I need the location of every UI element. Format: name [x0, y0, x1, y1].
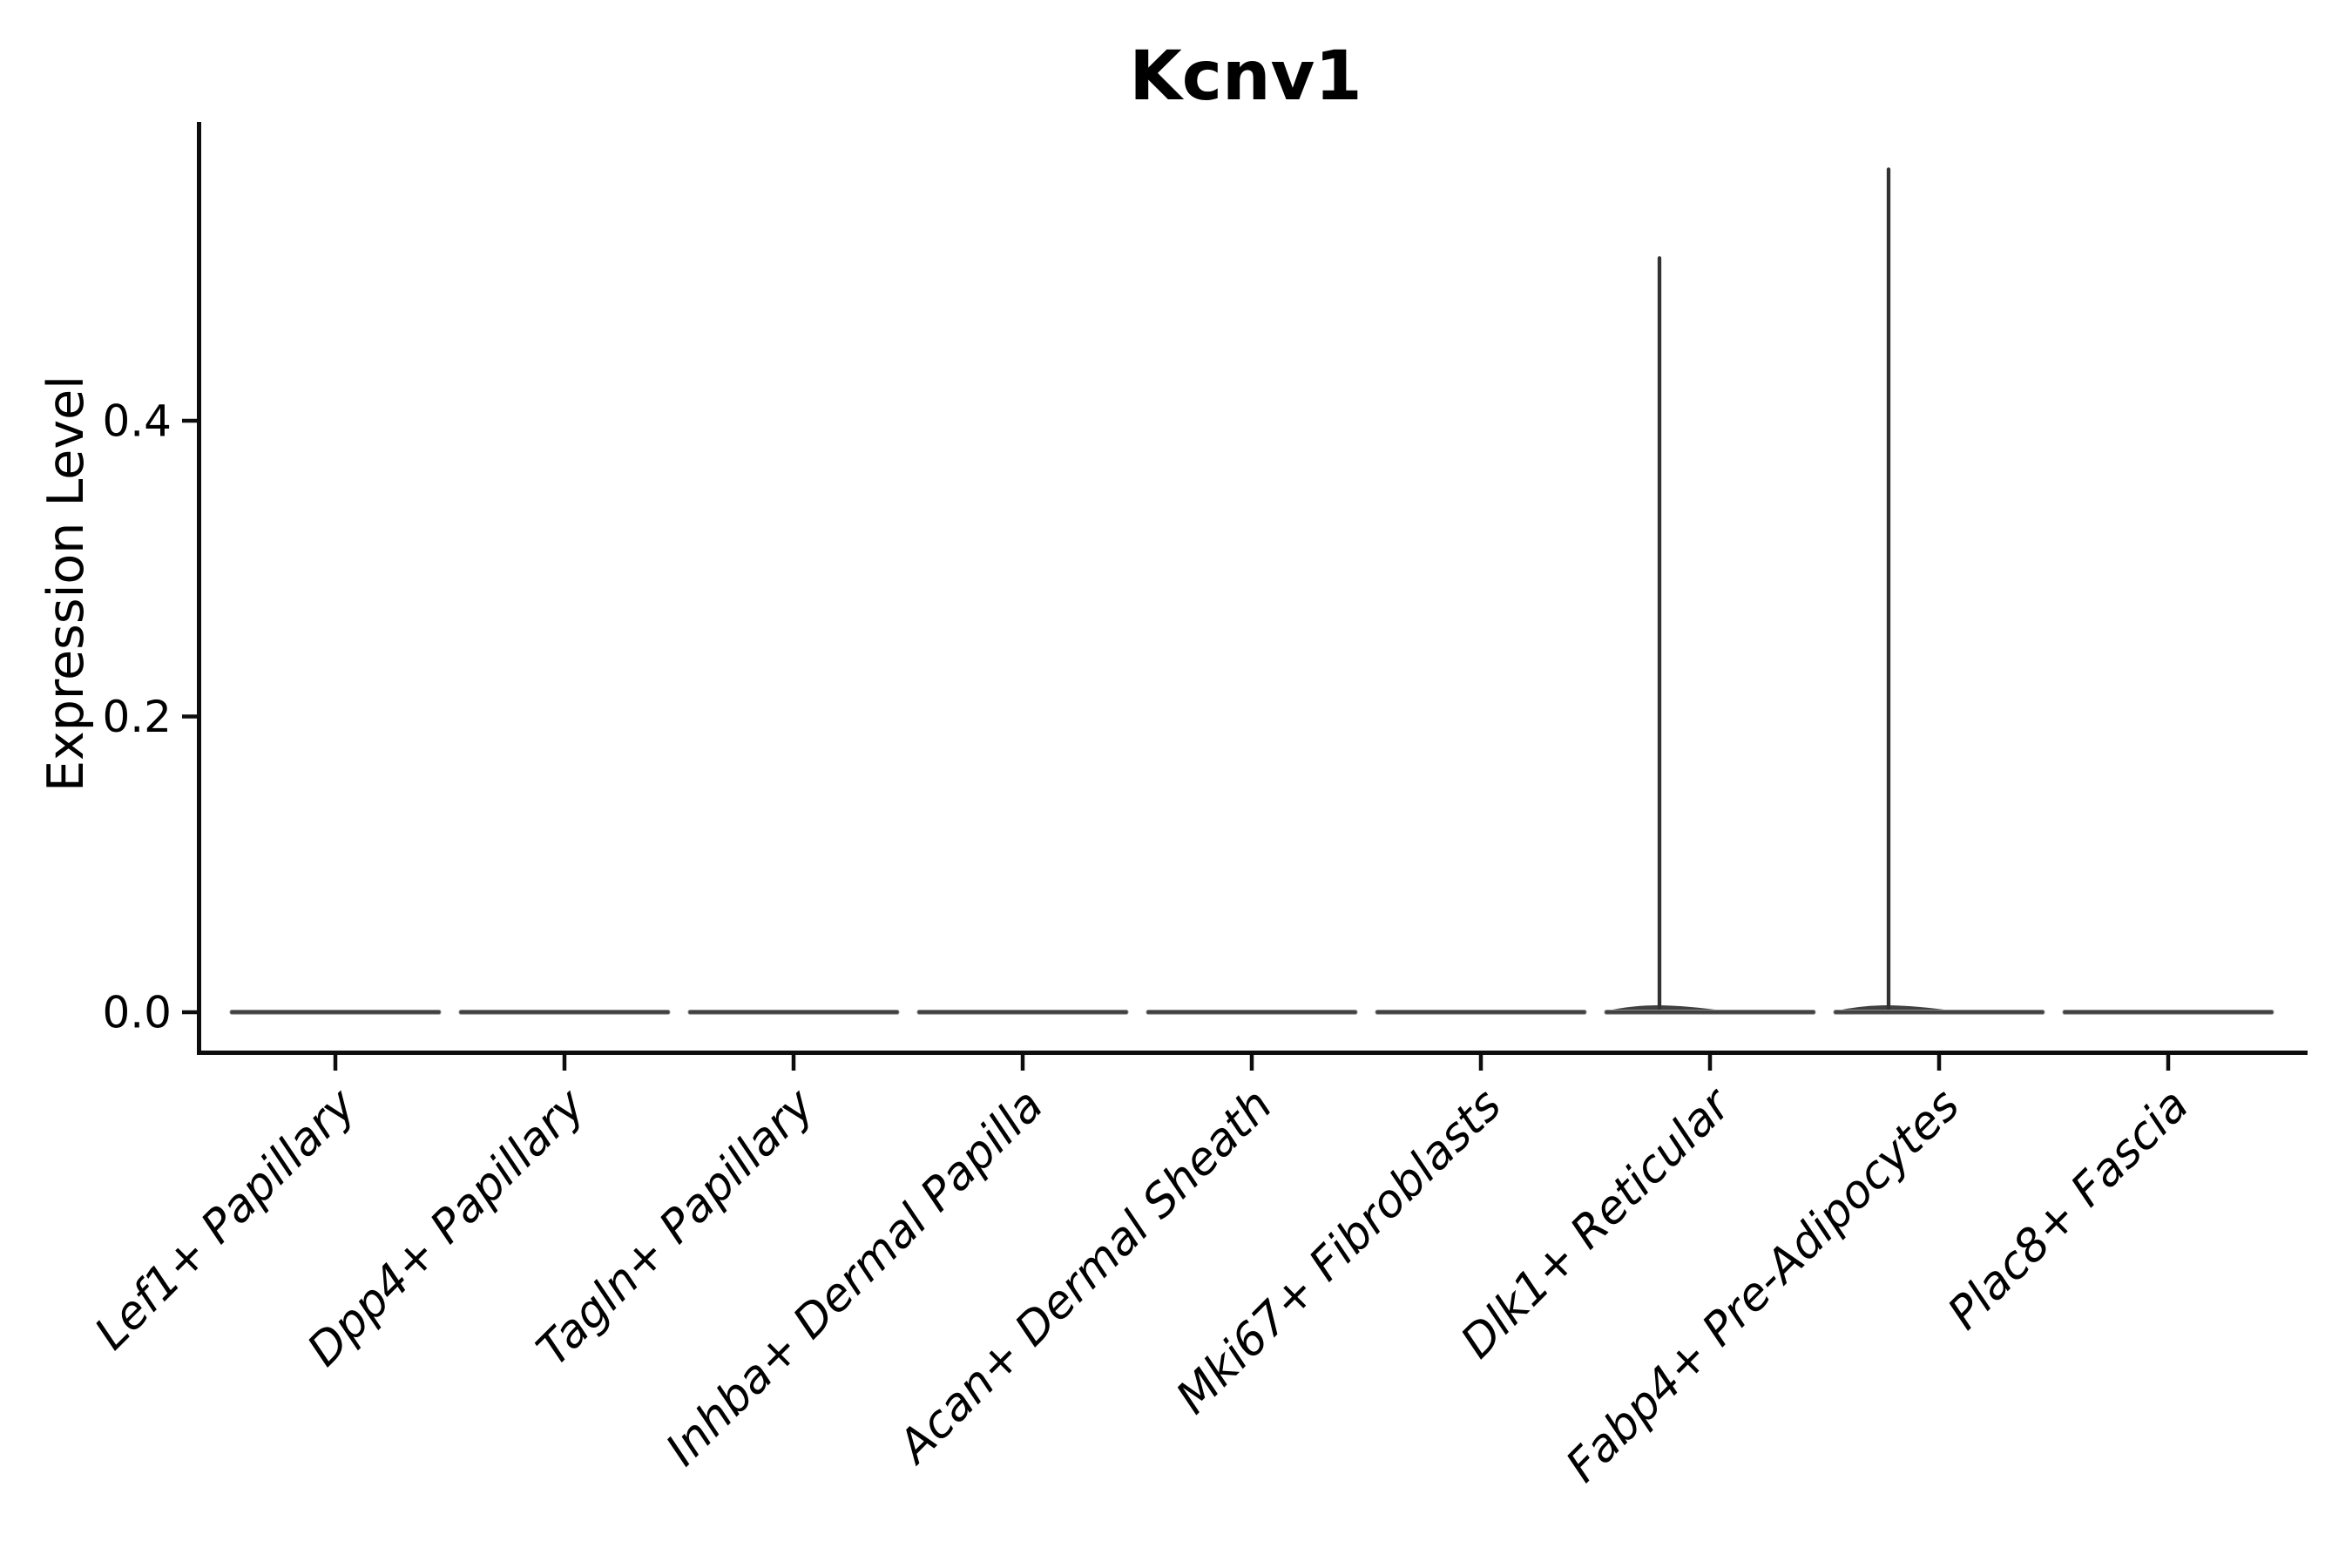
x-tick-label: Fabp4+ Pre-Adipocytes: [1557, 1079, 1970, 1493]
violin: [916, 1010, 1129, 1015]
violin: [1146, 1010, 1358, 1015]
violin-body: [687, 1010, 900, 1015]
violin: [687, 1010, 900, 1015]
violin-body: [2062, 1010, 2274, 1015]
violin-body: [1604, 1010, 1816, 1015]
violin-body: [1833, 1010, 2045, 1015]
violin: [229, 1010, 442, 1015]
violin-body: [916, 1010, 1129, 1015]
violin: [1833, 167, 2045, 1015]
y-axis-label: Expression Level: [37, 375, 95, 792]
violin: [458, 1010, 671, 1015]
chart-title: Kcnv1: [1129, 37, 1362, 116]
y-tick-label: 0.2: [102, 692, 172, 742]
x-tick-label: Inhba+ Dermal Papilla: [656, 1079, 1053, 1477]
violin-base-bump: [1835, 1005, 1954, 1011]
violin: [1375, 1010, 1587, 1015]
violin-body: [1146, 1010, 1358, 1015]
y-tick-label: 0.0: [102, 988, 172, 1038]
violin-body: [1375, 1010, 1587, 1015]
violin: [2062, 1010, 2274, 1015]
y-tick-label: 0.4: [102, 396, 172, 447]
violin-body: [458, 1010, 671, 1015]
violins-layer: [229, 167, 2274, 1015]
x-tick-label: Acan+ Dermal Sheath: [887, 1079, 1282, 1475]
violin-body: [229, 1010, 442, 1015]
violin-base-bump: [1606, 1005, 1725, 1011]
violin: [1604, 256, 1816, 1015]
x-tick-label: Plac8+ Fascia: [1938, 1079, 2199, 1340]
